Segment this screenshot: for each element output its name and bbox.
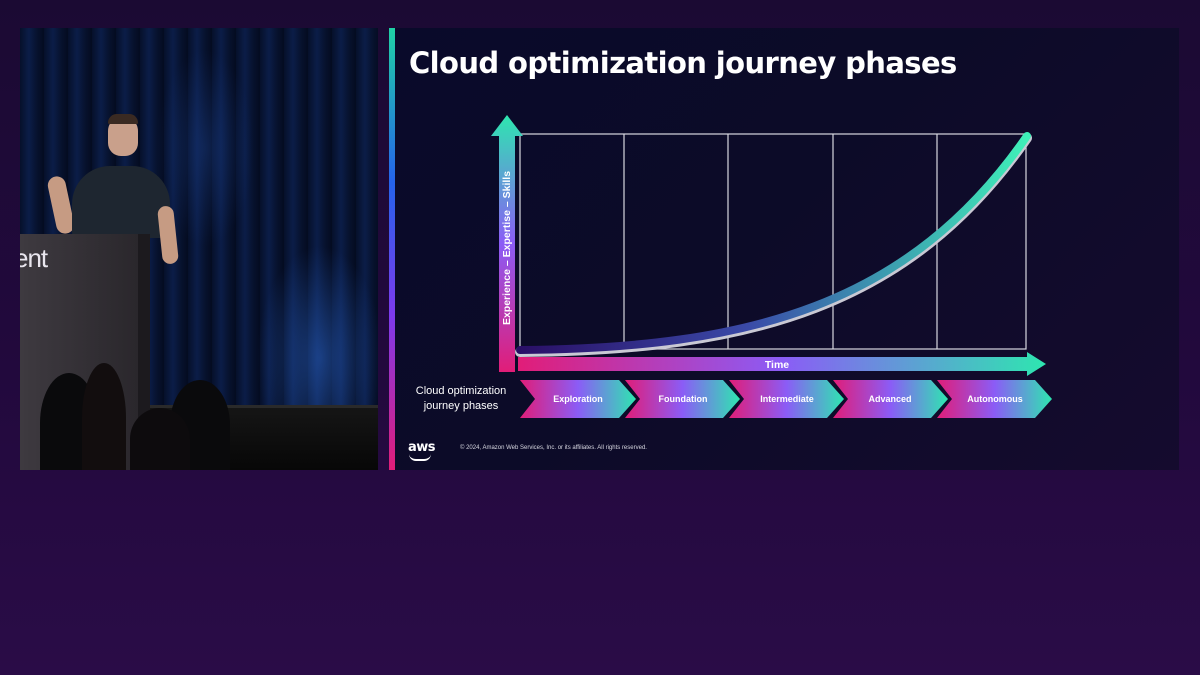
aws-logo: aws: [408, 440, 436, 455]
phase-chevron-foundation: [625, 380, 740, 418]
x-axis-arrow: [518, 352, 1046, 376]
phases-row-label-line2: journey phases: [423, 400, 499, 412]
phase-label-intermediate: Intermediate: [760, 394, 814, 404]
y-axis-arrow: [491, 115, 523, 372]
slide-accent-bar: [389, 28, 395, 470]
phases-row-label: Cloud optimization journey phases: [407, 384, 515, 414]
phase-chevron-advanced: [833, 380, 948, 418]
aws-smile-icon: [409, 454, 431, 461]
grid-frame: [519, 133, 1027, 350]
phase-chevron-intermediate: [729, 380, 844, 418]
phase-chevron-autonomous: [937, 380, 1052, 418]
phase-label-foundation: Foundation: [659, 394, 708, 404]
slide-title: Cloud optimization journey phases: [409, 46, 957, 80]
speaker-hair: [108, 114, 138, 124]
phase-label-exploration: Exploration: [553, 394, 603, 404]
podium-text: ent: [20, 243, 48, 273]
copyright-notice: © 2024, Amazon Web Services, Inc. or its…: [460, 445, 647, 451]
audience-head: [82, 363, 126, 470]
phase-chevrons: Exploration Foundation Intermediate Adva…: [520, 380, 1052, 418]
speaker-video: ent: [20, 28, 378, 470]
phases-row-label-line1: Cloud optimization: [415, 385, 507, 397]
audience-head: [130, 408, 190, 470]
phase-chevron-exploration: [520, 380, 636, 418]
speaker-arm: [157, 205, 179, 265]
x-axis-label: Time: [765, 359, 789, 371]
y-axis-label: Experience – Expertise – Skills: [501, 171, 513, 325]
journey-chart: Experience – Expertise – Skills Time Exp…: [491, 115, 1052, 418]
presentation-slide: Cloud optimization journey phases: [389, 28, 1179, 470]
phase-label-autonomous: Autonomous: [967, 394, 1023, 404]
growth-curve: [516, 132, 1031, 354]
speaker-body: [72, 166, 170, 238]
phase-label-advanced: Advanced: [868, 394, 911, 404]
